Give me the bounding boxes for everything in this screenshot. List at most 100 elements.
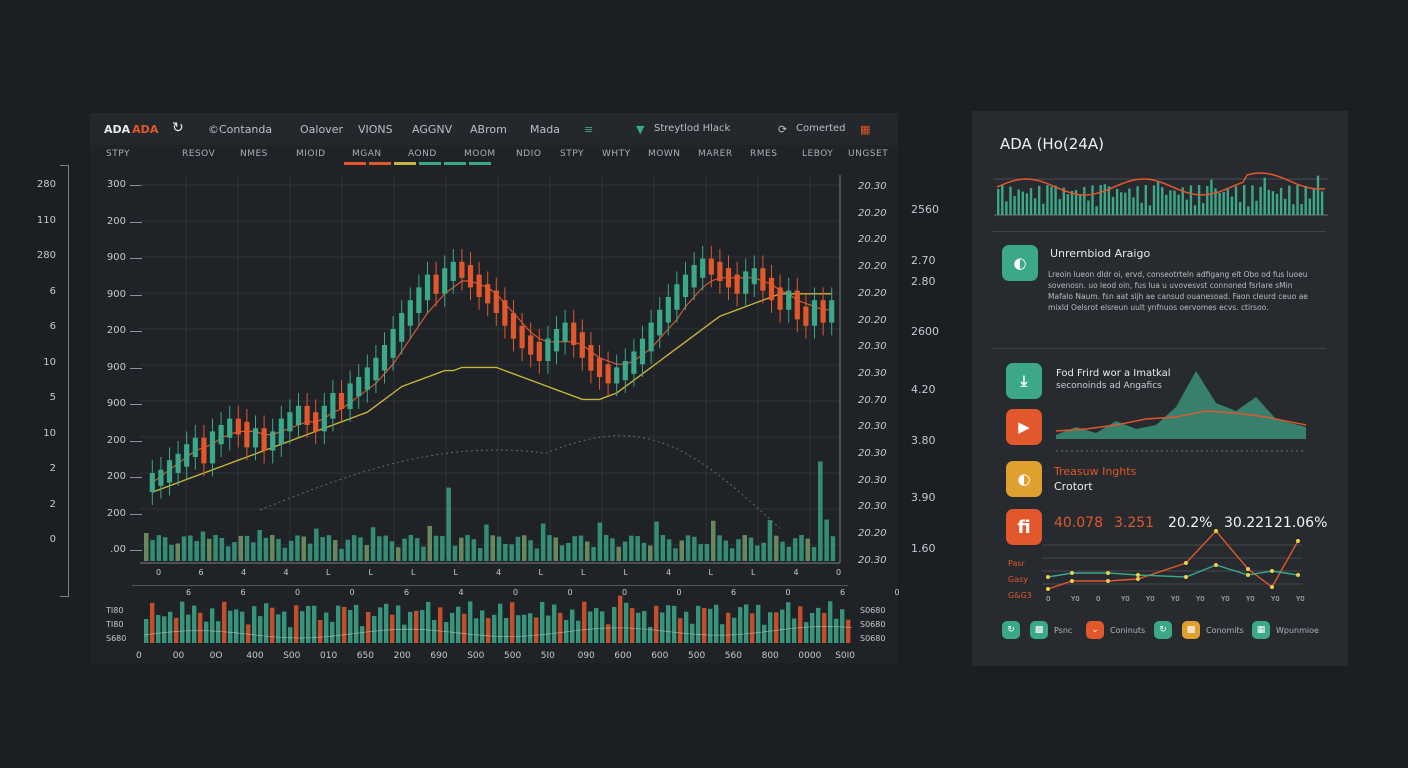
tab-1[interactable]: RESOV [182,149,216,159]
candle-body [270,431,276,451]
volume-bar [635,536,640,561]
mini-bar [1202,203,1205,215]
tab-0[interactable]: STPY [106,149,130,159]
volume-bar [402,624,407,643]
settings-icon[interactable]: ▦ [860,123,871,136]
main-x-label: 4 [241,568,247,577]
volume-bar [698,544,703,561]
volume-bar [738,607,743,643]
mini-series-orange [1047,529,1299,590]
candle-body [768,277,775,301]
tab-12[interactable]: RMES [750,149,778,159]
tab-indicator-orange-2 [369,162,391,165]
mini-bar [1193,205,1197,215]
volume-bar [528,540,533,561]
toolbar-item-0[interactable]: ©Contanda [208,123,273,136]
volume-bar [484,524,489,561]
volume-bar [558,612,563,643]
outer-left-tick-label: 0 [49,534,56,545]
mini-bar [1099,185,1102,215]
volume-bar [559,545,565,561]
symbol-label[interactable]: ADA ADA [104,123,159,136]
tab-13[interactable]: LEBOY [802,149,834,159]
candle-body [811,300,818,326]
footer-label: Wpunmioe [1276,625,1319,635]
toolbar-item-7[interactable]: Comerted [796,123,846,134]
volume-bar [312,605,317,643]
volume-bar [306,606,311,643]
main-x-label: 4 [283,568,289,577]
tab-14[interactable]: UNGSET [848,149,889,159]
refresh-icon[interactable]: ↻ [172,120,184,136]
chart-icon[interactable]: ◐ [1002,245,1038,281]
stats-icon[interactable]: fi [1006,509,1042,545]
tab-8[interactable]: STPY [560,149,584,159]
volume-bar [600,611,605,643]
tab-7[interactable]: NDIO [516,149,542,159]
toolbar-item-4[interactable]: ABrom [470,123,507,136]
insight-icon[interactable]: ◐ [1006,461,1042,497]
footer-action-2[interactable]: ⌄ Coninuts [1086,621,1145,639]
volume-bar [244,535,250,561]
toolbar-item-1[interactable]: Oalover [300,123,343,136]
volume-bar [426,601,431,643]
volume-bar [780,609,785,643]
tab-4[interactable]: MGAN [352,149,382,159]
volume-bar [433,535,439,561]
volume-bar [666,605,671,643]
mini-area-chart [1056,371,1306,452]
footer-action-5[interactable]: ▦ Wpunmioe [1252,621,1319,639]
footer-action-3[interactable]: ↻ [1154,621,1172,639]
tab-11[interactable]: MARER [698,149,733,159]
tab-10[interactable]: MOWN [648,149,681,159]
mini-bar [1251,185,1254,215]
mini-bar [1206,186,1209,215]
main-x-label: L [581,568,586,577]
outer-right-tick-label: 3.90 [911,491,936,504]
main-y-right-label: 20.20 [858,207,887,219]
volume-bar [708,608,713,643]
tab-5[interactable]: AOND [408,149,437,159]
outer-right-tick-label: 2.80 [911,275,936,288]
tab-6[interactable]: MOOM [464,149,496,159]
volume-bar [282,611,287,643]
volume-bar [732,617,737,643]
tab-3[interactable]: MIOID [296,149,326,159]
mini-bar [1050,186,1053,215]
volume-bar [636,612,641,643]
vol-y-left-label: TI80 [106,606,124,615]
moving-average-fast [151,277,832,484]
candle-body [820,300,826,323]
volume-bar [624,602,629,643]
volume-bar [660,535,666,561]
volume-bar [468,601,473,643]
vol-y-left-label: S680 [106,634,127,643]
mini-point [1184,561,1188,565]
play-icon[interactable]: ▶ [1006,409,1042,445]
mini-x-label: Y0 [1296,595,1305,603]
toolbar-item-2[interactable]: VIONS [358,123,393,136]
footer-action-0[interactable]: ↻ [1002,621,1020,639]
download-icon[interactable]: ⤓ [1006,363,1042,399]
volume-bar [714,604,719,643]
tab-2[interactable]: NMES [240,149,268,159]
candle-body [356,377,362,397]
footer-action-4[interactable]: ▩ Conomits [1182,621,1244,639]
sync-icon[interactable]: ⟳ [778,123,788,136]
main-y-right-label: 20.30 [858,341,887,353]
menu-icon[interactable]: ≡ [584,123,594,136]
mini-bar [1304,185,1307,215]
candle-body [252,428,259,448]
mini-bar [1161,187,1164,215]
toolbar-item-3[interactable]: AGGNV [412,123,453,136]
volume-bar [774,535,779,561]
toolbar-item-5[interactable]: Mada [530,123,560,136]
indicator-tabs: STPY RESOV NMES MIOID MGAN AOND MOOM NDI… [90,147,898,165]
footer-action-1[interactable]: ▩ Psnc [1030,621,1072,639]
volume-bar [144,619,149,643]
candlestick-chart[interactable] [140,175,848,565]
toolbar-item-6[interactable]: Streytlod Hlack [654,123,731,134]
mini-bar [1083,186,1086,215]
volume-chart[interactable] [140,591,852,647]
tab-9[interactable]: WHTY [602,149,631,159]
